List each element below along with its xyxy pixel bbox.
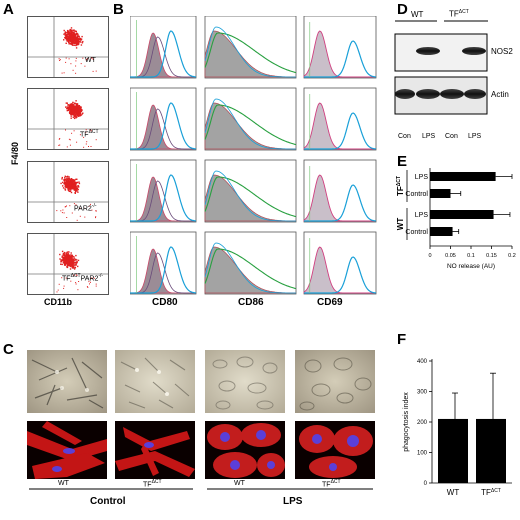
bar <box>430 189 451 198</box>
phase-image-4 <box>295 350 375 413</box>
dotplot-wt: WT <box>27 16 109 78</box>
category-label: Control <box>405 229 428 236</box>
nos2-band <box>462 47 486 55</box>
dotplot-label: TFΔCT <box>80 129 99 139</box>
bar <box>476 418 506 483</box>
panel-b-label: B <box>113 1 124 18</box>
dotplot-label: TFΔCTPAR2-/- <box>62 273 104 283</box>
category-label: LPS <box>415 212 429 219</box>
group-label-lps: LPS <box>283 496 303 507</box>
histogram-column-label: CD80 <box>152 297 178 308</box>
panel-c-label: C <box>3 341 14 358</box>
bar <box>430 210 494 219</box>
histogram-cell <box>204 159 297 223</box>
group-label: WT <box>396 218 405 231</box>
panel-f-label: F <box>397 331 407 348</box>
lane-label: LPS <box>422 133 436 140</box>
dotplot-label: WT <box>85 57 96 64</box>
panel-a-x-axis-label: CD11b <box>44 297 73 307</box>
panel-d-label: D <box>397 1 408 18</box>
bar <box>430 172 496 181</box>
band-label: NOS2 <box>491 47 513 56</box>
y-axis-label: phagocytosis index <box>403 392 410 452</box>
actin-band <box>440 89 464 99</box>
blot-group-label: WT <box>411 10 424 19</box>
phase-image-1 <box>27 350 107 413</box>
bar <box>430 227 453 236</box>
histogram-column-label: CD69 <box>317 297 343 308</box>
y-tick-label: 300 <box>417 390 428 396</box>
x-axis-label: NO release (AU) <box>447 263 495 270</box>
microscopy-images <box>27 350 375 490</box>
histogram-grid <box>130 16 377 295</box>
x-tick-label: 0 <box>428 253 431 259</box>
histogram-cell <box>130 159 197 223</box>
panel-a-y-axis-label: F4/80 <box>10 141 20 165</box>
x-tick-label: 0.1 <box>467 253 475 259</box>
phase-image-2 <box>115 350 195 413</box>
y-tick-label: 200 <box>417 420 428 426</box>
image-label: WT <box>58 480 69 487</box>
y-tick-label: 100 <box>417 451 428 457</box>
histogram-cell <box>130 231 197 295</box>
histogram-cell <box>130 87 197 151</box>
image-label: TFΔCT <box>322 479 341 489</box>
actin-band <box>416 89 440 99</box>
y-tick-label: 400 <box>417 359 428 365</box>
x-tick-label: 0.15 <box>486 253 497 259</box>
category-label: TFΔCT <box>481 488 501 497</box>
group-label-control: Control <box>90 496 126 507</box>
fluorescence-image-4 <box>295 421 375 479</box>
actin-band <box>464 89 486 99</box>
dotplot-par2: PAR2-/- <box>27 161 109 223</box>
dotplot-tfdct-par2: TFΔCTPAR2-/- <box>27 233 109 295</box>
fluorescence-image-3 <box>205 421 285 479</box>
histogram-cell <box>204 231 297 295</box>
histogram-cell <box>303 16 377 79</box>
category-label: LPS <box>415 174 429 181</box>
no-release-chart: 0 0.05 0.1 0.15 0.2 NO release (AU) LPS Control… <box>396 168 516 270</box>
dotplot-cloud <box>28 234 108 294</box>
lane-label: Con <box>398 133 411 140</box>
dotplot-tfdct: TFΔCT <box>27 88 109 150</box>
panel-a-label: A <box>3 1 14 18</box>
phagocytosis-chart: 0 100 200 300 400 phagocytosis index WT TFΔCT <box>403 359 512 497</box>
fluorescence-image-2 <box>115 421 195 479</box>
dotplot-cloud <box>28 17 108 77</box>
actin-band <box>395 89 415 99</box>
phase-image-3 <box>205 350 285 413</box>
band-label: Actin <box>491 90 509 99</box>
dotplot-cloud <box>28 162 108 222</box>
histogram-column-label: CD86 <box>238 297 264 308</box>
dotplot-cloud <box>28 89 108 149</box>
histogram-cell <box>204 16 297 79</box>
category-label: Control <box>405 191 428 198</box>
x-tick-label: 0.05 <box>445 253 456 259</box>
panel-e-label: E <box>397 153 408 170</box>
histogram-cell <box>303 231 377 295</box>
bar <box>438 418 468 483</box>
fluorescence-image-1 <box>27 421 107 479</box>
lane-label: Con <box>445 133 458 140</box>
histogram-cell <box>303 159 377 223</box>
histogram-cell <box>204 87 297 151</box>
blot-group-label: TFΔCT <box>449 9 469 19</box>
image-label: TFΔCT <box>143 479 162 489</box>
western-blot <box>394 20 488 115</box>
dotplot-label: PAR2-/- <box>74 203 97 213</box>
group-label: TFΔCT <box>396 176 405 196</box>
lane-label: LPS <box>468 133 482 140</box>
histogram-cell <box>303 87 377 151</box>
y-tick-label: 0 <box>424 481 428 487</box>
nos2-band <box>416 47 440 55</box>
category-label: WT <box>447 488 460 497</box>
x-tick-label: 0.2 <box>508 253 516 259</box>
histogram-cell <box>130 16 197 79</box>
image-label: WT <box>234 480 245 487</box>
